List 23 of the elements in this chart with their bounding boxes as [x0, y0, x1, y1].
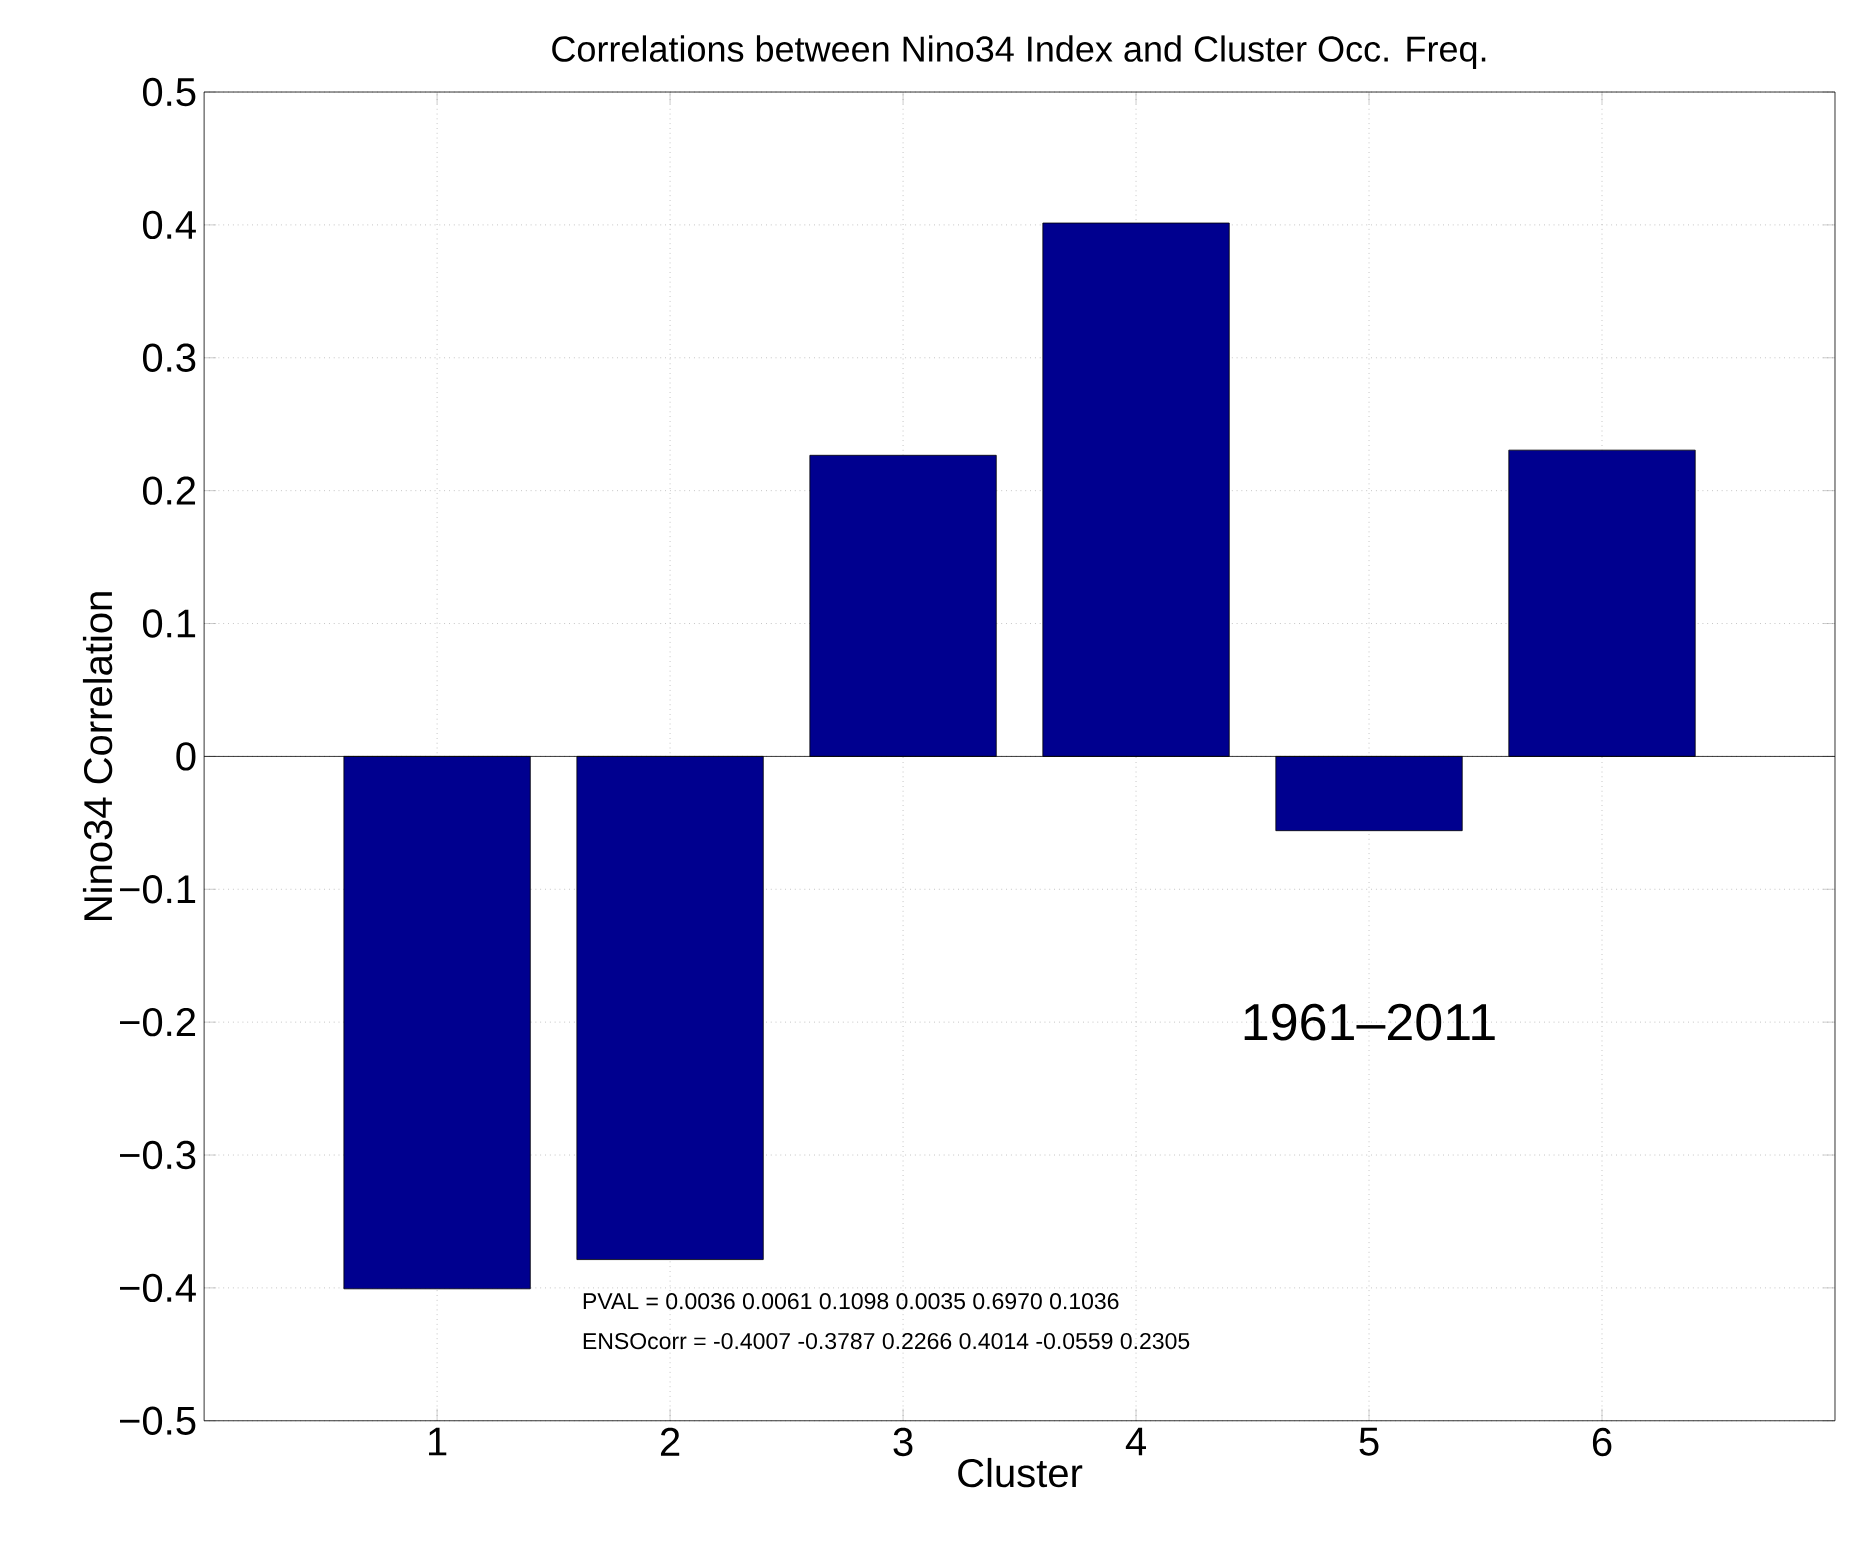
x-tick-label: 2	[660, 1427, 680, 1456]
x-axis-title: Cluster	[958, 1457, 1083, 1488]
y-tick-label: 0.4	[142, 210, 196, 240]
x-tick-label: 3	[893, 1427, 913, 1457]
y-tick-label: 0.1	[142, 609, 196, 638]
x-tick-label: 1	[429, 1427, 447, 1456]
y-tick-label: 0.5	[142, 77, 196, 107]
annotation: ENSOcorr = -0.4007 -0.3787 0.2266 0.4014 -0.0559 0.2305	[583, 1332, 1190, 1350]
y-tick-label: 0.3	[142, 343, 196, 373]
y-tick-label: 0.2	[142, 476, 196, 505]
chart-title: Correlations between Nino34 Index and Cluster Occ. Freq.	[552, 35, 1486, 70]
y-tick-label: −0.1	[120, 875, 196, 904]
y-tick-label: 0	[176, 742, 196, 771]
y-tick-label: −0.5	[120, 1406, 196, 1435]
x-tick-label: 5	[1359, 1427, 1379, 1456]
y-axis-title: Nino34 Correlation	[82, 592, 113, 921]
y-tick-label: −0.3	[120, 1140, 196, 1170]
x-tick-label: 4	[1125, 1427, 1147, 1456]
x-tick-label: 6	[1592, 1427, 1612, 1457]
y-tick-label: −0.4	[120, 1273, 196, 1303]
annotation: PVAL = 0.0036 0.0061 0.1098 0.0035 0.6970 0.1036	[583, 1293, 1119, 1310]
y-tick-label: −0.2	[120, 1008, 196, 1037]
annotation: 1961–2011	[1244, 1003, 1495, 1041]
